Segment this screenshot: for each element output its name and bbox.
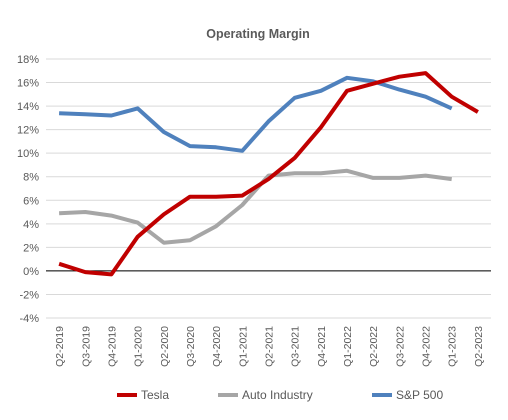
legend-label: S&P 500 xyxy=(396,388,443,402)
series-lines xyxy=(58,71,479,277)
y-tick-label: 0% xyxy=(23,266,39,278)
series-line-s-p-500 xyxy=(59,75,453,153)
legend-item-tesla: Tesla xyxy=(117,388,169,402)
legend-item-s-p-500: S&P 500 xyxy=(372,388,443,402)
x-tick-label: Q1-2020 xyxy=(133,326,145,367)
x-tick-label: Q2-2022 xyxy=(368,326,380,367)
legend: Tesla Auto Industry S&P 500 xyxy=(117,388,443,402)
y-tick-label: 6% xyxy=(23,195,39,207)
x-tick-label: Q3-2022 xyxy=(394,326,406,367)
y-axis-ticks: -4% -2% 0% 2% 4% 6% 8% 10% 12% 14% 16% 18% xyxy=(17,54,39,325)
x-tick-label: Q3-2020 xyxy=(185,326,197,367)
y-tick-label: 2% xyxy=(23,242,39,254)
x-tick-label: Q2-2021 xyxy=(264,326,276,367)
y-tick-label: 18% xyxy=(17,54,39,66)
x-tick-label: Q4-2019 xyxy=(106,326,118,367)
x-axis-ticks: Q2-2019 Q3-2019 Q4-2019 Q1-2020 Q2-2020 Q3-20… xyxy=(54,326,485,367)
series-line-tesla xyxy=(58,71,479,277)
legend-item-auto-industry: Auto Industry xyxy=(218,388,313,402)
y-tick-label: 8% xyxy=(23,172,39,184)
y-tick-label: 14% xyxy=(17,101,39,113)
x-tick-label: Q1-2021 xyxy=(237,326,249,367)
x-tick-label: Q2-2019 xyxy=(54,326,66,367)
y-tick-label: 10% xyxy=(17,148,39,160)
y-tick-label: -4% xyxy=(19,313,39,325)
gridlines xyxy=(46,58,491,319)
chart-title: Operating Margin xyxy=(206,27,309,41)
x-tick-label: Q2-2020 xyxy=(159,326,171,367)
legend-label: Auto Industry xyxy=(242,388,313,402)
y-tick-label: 12% xyxy=(17,125,39,137)
x-tick-label: Q3-2019 xyxy=(80,326,92,367)
y-tick-label: -2% xyxy=(19,289,39,301)
series-line-auto-industry xyxy=(59,168,452,245)
x-tick-label: Q1-2022 xyxy=(342,326,354,367)
x-tick-label: Q4-2022 xyxy=(421,326,433,367)
y-tick-label: 16% xyxy=(17,78,39,90)
x-tick-label: Q1-2023 xyxy=(447,326,459,367)
x-tick-label: Q2-2023 xyxy=(473,326,485,367)
y-tick-label: 4% xyxy=(23,219,39,231)
x-tick-label: Q4-2021 xyxy=(316,326,328,367)
legend-label: Tesla xyxy=(141,388,169,402)
x-tick-label: Q3-2021 xyxy=(290,326,302,367)
x-tick-label: Q4-2020 xyxy=(211,326,223,367)
